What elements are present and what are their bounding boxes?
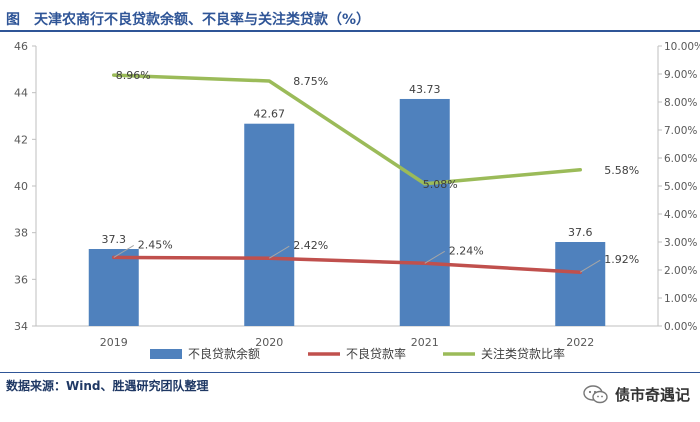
y-left-tick-label: 40 [14, 180, 28, 193]
bar-data-label: 37.6 [568, 226, 593, 239]
npl-ratio-leader [268, 245, 290, 259]
title-divider [0, 30, 700, 32]
y-left-tick-label: 42 [14, 133, 28, 146]
y-right-tick-label: 3.00% [664, 237, 697, 249]
legend-label: 不良贷款率 [346, 346, 406, 361]
attention-ratio-data-label: 8.75% [293, 75, 328, 88]
legend-label: 不良贷款余额 [188, 346, 260, 361]
npl-ratio-line [112, 255, 582, 274]
y-right-tick-label: 8.00% [664, 97, 697, 109]
npl-ratio-data-label: 2.45% [138, 238, 173, 251]
bar [88, 249, 139, 326]
attention-ratio-data-label: 8.96% [116, 69, 151, 82]
y-left-tick-label: 44 [14, 87, 28, 100]
npl-ratio-data-label: 2.42% [293, 239, 328, 252]
attention-ratio-line [112, 73, 582, 186]
bar-data-label: 42.67 [254, 108, 286, 121]
attention-ratio-data-label: 5.58% [604, 164, 639, 177]
bar [555, 242, 606, 326]
npl-ratio-data-label: 2.24% [449, 244, 484, 257]
bar-data-label: 43.73 [409, 83, 441, 96]
source-note: 数据来源：Wind、胜遇研究团队整理 [6, 379, 209, 393]
x-tick-label: 2022 [566, 336, 594, 349]
y-right-tick-label: 6.00% [664, 153, 697, 165]
x-tick-label: 2020 [255, 336, 283, 349]
wechat-icon [583, 384, 608, 403]
y-left-tick-label: 46 [14, 40, 28, 53]
y-right-tick-label: 7.00% [664, 125, 697, 137]
npl-ratio-data-label: 1.92% [604, 253, 639, 266]
y-right-tick-label: 10.00% [664, 41, 700, 53]
chart-title: 图 天津农商行不良贷款余额、不良率与关注类贷款（%） [6, 12, 371, 28]
y-right-tick-label: 5.00% [664, 181, 697, 193]
combo-chart: 34 36 38 40 42 44 46 0.00% 1.00% 2.00% 3.00% 4.00% 5… [14, 40, 700, 361]
x-tick-label: 2021 [411, 336, 439, 349]
attention-ratio-data-label: 5.08% [423, 178, 458, 191]
watermark-text: 债市奇遇记 [614, 386, 690, 404]
y-left-tick-label: 36 [14, 273, 28, 286]
footer-divider [0, 372, 700, 373]
bar-data-label: 37.3 [102, 233, 127, 246]
y-right-tick-label: 4.00% [664, 209, 697, 221]
bar [399, 98, 450, 326]
npl-ratio-leader [424, 250, 446, 264]
npl-ratio-leader [113, 244, 135, 258]
y-right-tick-label: 0.00% [664, 321, 697, 333]
figure-header: 图 天津农商行不良贷款余额、不良率与关注类贷款（%） [0, 0, 700, 36]
bar [244, 123, 295, 326]
y-left-tick-label: 34 [14, 320, 28, 333]
legend-label: 关注类贷款比率 [481, 346, 565, 361]
npl-ratio-leader [579, 259, 601, 273]
y-right-tick-label: 9.00% [664, 69, 697, 81]
x-tick-label: 2019 [100, 336, 128, 349]
y-right-tick-label: 2.00% [664, 265, 697, 277]
y-right-tick-label: 1.00% [664, 293, 697, 305]
watermark: 债市奇遇记 [583, 384, 690, 405]
legend-swatch-bar [150, 349, 182, 359]
y-left-tick-label: 38 [14, 227, 28, 240]
